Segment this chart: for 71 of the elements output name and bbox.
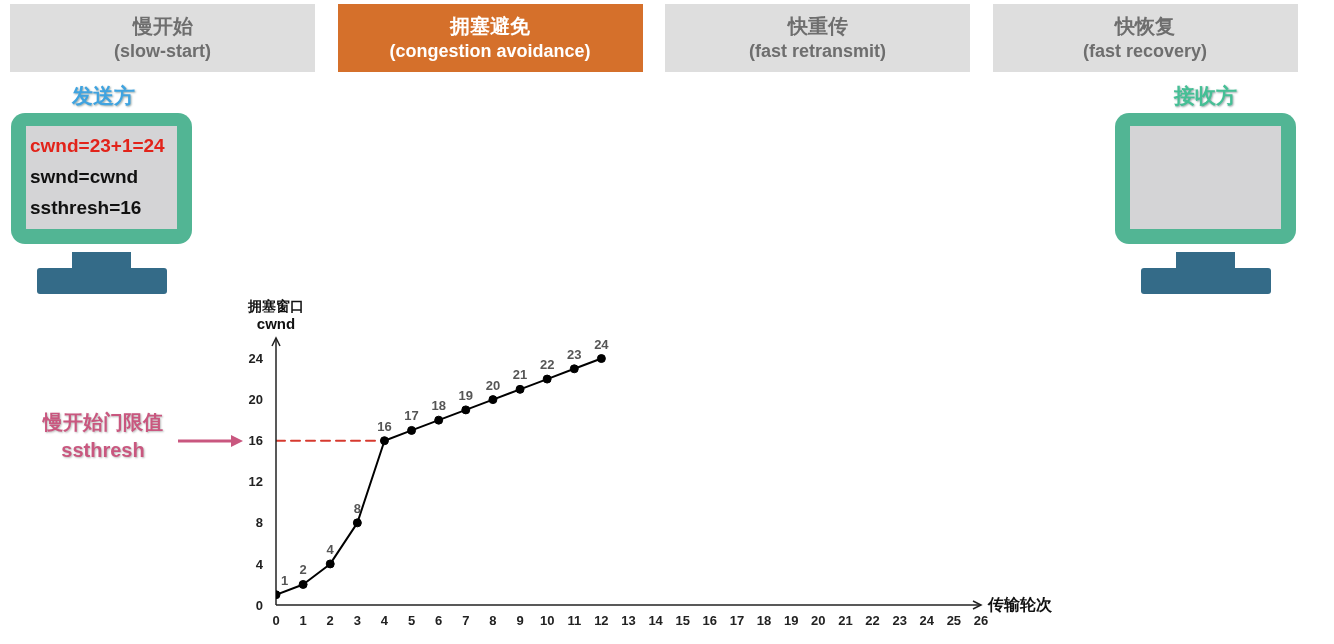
text: 接收方	[1172, 83, 1238, 109]
x-tick-label: 16	[702, 613, 718, 629]
data-label: 17	[404, 408, 419, 424]
x-tick-label: 20	[811, 613, 826, 629]
y-tick-label: 24	[248, 351, 264, 367]
x-tick-label: 19	[783, 613, 799, 629]
data-label: 22	[539, 357, 555, 373]
y-tick-label: 4	[255, 556, 264, 572]
text: 慢开始 (slow-start)	[113, 14, 212, 63]
point	[325, 559, 335, 569]
point	[379, 436, 389, 446]
text: 发送方	[70, 83, 136, 109]
x-tick-label: 14	[648, 613, 664, 629]
y-tick-label: 20	[248, 392, 263, 408]
x-tick-label: 17	[729, 613, 745, 629]
x-tick-label: 18	[756, 613, 772, 629]
x-tick-label: 0	[272, 613, 280, 629]
data-label: 8	[353, 500, 361, 516]
x-tick-label: 11	[567, 613, 582, 629]
point	[407, 425, 417, 435]
text: cwnd=23+1=24	[30, 134, 165, 158]
y-axis-title: 拥塞窗口 cwnd	[247, 298, 305, 332]
point	[352, 518, 362, 528]
x-tick-label: 10	[539, 613, 555, 629]
text: 快重传 (fast retransmit)	[748, 14, 887, 63]
text: 拥塞避免 (congestion avoidance)	[388, 14, 592, 63]
point	[542, 374, 552, 384]
x-tick-label: 8	[489, 613, 497, 629]
data-label: 2	[299, 562, 307, 578]
point	[488, 395, 498, 405]
point	[569, 364, 579, 374]
data-label: 18	[431, 398, 446, 414]
data-label: 20	[485, 377, 501, 393]
y-tick-label: 0	[255, 597, 263, 613]
data-label: 19	[458, 387, 474, 403]
x-tick-label: 4	[380, 613, 389, 629]
data-label: 4	[326, 541, 335, 557]
text: 快恢复 (fast recovery)	[1081, 14, 1209, 63]
data-label: 1	[281, 572, 289, 588]
x-tick-label: 24	[919, 613, 935, 629]
point	[596, 354, 606, 364]
x-tick-label: 6	[435, 613, 443, 629]
x-tick-label: 26	[973, 613, 989, 629]
x-tick-label: 15	[675, 613, 690, 629]
x-tick-label: 2	[326, 613, 334, 629]
data-label: 21	[512, 367, 528, 383]
point	[461, 405, 471, 415]
x-tick-label: 3	[353, 613, 361, 629]
data-label: 16	[377, 418, 392, 434]
x-tick-label: 5	[407, 613, 416, 629]
text: ssthresh=16	[30, 196, 142, 220]
data-label: 24	[594, 336, 610, 352]
x-tick-label: 1	[299, 613, 307, 629]
point	[434, 415, 444, 425]
x-tick-label: 25	[946, 613, 962, 629]
x-axis-title: 传输轮次	[988, 595, 1052, 615]
text: swnd=cwnd	[30, 165, 139, 189]
point	[515, 384, 525, 394]
x-tick-label: 21	[838, 613, 853, 629]
x-tick-label: 23	[892, 613, 907, 629]
x-tick-label: 7	[462, 613, 470, 629]
y-tick-label: 8	[255, 515, 263, 531]
x-tick-label: 13	[621, 613, 636, 629]
y-tick-label: 12	[248, 474, 263, 490]
x-tick-label: 22	[865, 613, 880, 629]
point	[298, 579, 308, 589]
text: 慢开始门限值 ssthresh	[41, 410, 164, 463]
y-tick-label: 16	[248, 433, 263, 449]
x-tick-label: 9	[516, 613, 524, 629]
x-tick-label: 12	[594, 613, 609, 629]
data-label: 23	[567, 346, 582, 362]
